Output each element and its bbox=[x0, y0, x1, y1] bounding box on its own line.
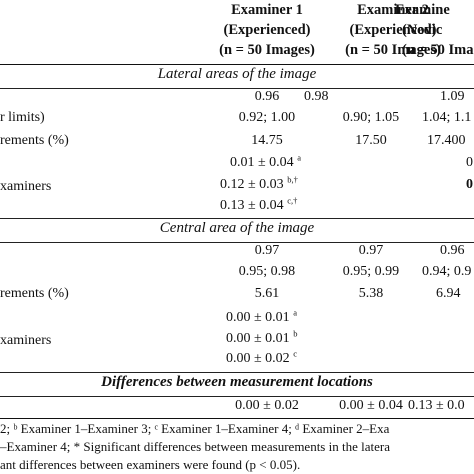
table-cell: 17.50 bbox=[355, 133, 387, 148]
row-label-examiners: xaminers bbox=[0, 179, 52, 194]
row-label-measurements: rements (%) bbox=[0, 286, 69, 301]
pair-cell: 0.13 ± 0.04 c,† bbox=[220, 195, 298, 213]
section-title-central: Central area of the image bbox=[159, 220, 315, 236]
pair-cell: 0.12 ± 0.03 b,† bbox=[220, 174, 298, 192]
table-cell: 0.00 ± 0.04 bbox=[339, 398, 403, 413]
section-rule-central bbox=[0, 242, 474, 243]
table-bottom-rule bbox=[0, 418, 474, 419]
table-cell: 0.00 ± 0.02 bbox=[235, 398, 299, 413]
pair-cell: 0.00 ± 0.01 a bbox=[226, 307, 297, 325]
pair-cell: 0.01 ± 0.04 a bbox=[230, 152, 301, 170]
footnote-line-2: –Examiner 4; * Significant differences b… bbox=[0, 439, 390, 454]
table-cell: 0.96 bbox=[254, 89, 280, 104]
pair-cell: 0.00 ± 0.01 b bbox=[226, 328, 298, 346]
table-cell: 5.61 bbox=[254, 286, 280, 301]
table-cell: 0.94; 0.9 bbox=[422, 264, 472, 279]
section-rule-differences-top bbox=[0, 372, 474, 373]
section-rule-central-top bbox=[0, 218, 474, 219]
table-cell: 0.13 ± 0.0 bbox=[408, 398, 465, 413]
table-cell: 0.96 bbox=[440, 243, 465, 258]
row-label-limits: r limits) bbox=[0, 110, 45, 125]
table-cell: 0.97 bbox=[254, 243, 280, 258]
footnote-line-3: ant differences between examiners were f… bbox=[0, 457, 301, 472]
section-title-differences: Differences between measurement location… bbox=[101, 374, 373, 390]
table-cell: 6.94 bbox=[436, 286, 461, 301]
pair-cell: 0.00 ± 0.02 c bbox=[226, 348, 297, 366]
footnote-line-1: 2; ᵇ Examiner 1–Examiner 3; ᶜ Examiner 1… bbox=[0, 421, 390, 436]
row-label-examiners: xaminers bbox=[0, 333, 52, 348]
table-cell: 1.04; 1.1 bbox=[422, 110, 472, 125]
table-cell: 5.38 bbox=[358, 286, 384, 301]
table-cell: 0.95; 0.99 bbox=[342, 264, 400, 279]
section-rule-lateral bbox=[0, 88, 474, 89]
pair-cell-right: 0 bbox=[466, 155, 473, 170]
header-examiner-1: Examiner 1 (Experienced) (n = 50 Images) bbox=[219, 2, 315, 58]
section-title-lateral: Lateral areas of the image bbox=[157, 66, 317, 82]
table-cell: 1.09 bbox=[440, 89, 465, 104]
header-examiner-3: Examine (Novic (n = 50 Ima bbox=[395, 2, 474, 58]
section-rule-differences bbox=[0, 396, 474, 397]
table-cell: 0.92; 1.00 bbox=[238, 110, 296, 125]
table-cell: 0.95; 0.98 bbox=[238, 264, 296, 279]
header-rule bbox=[0, 64, 474, 65]
pair-cell-right: 0 bbox=[466, 177, 473, 192]
table-cell: 0.90; 1.05 bbox=[342, 110, 400, 125]
table-cell: 17.400 bbox=[427, 133, 466, 148]
row-label-measurements: rements (%) bbox=[0, 133, 69, 148]
header-examiner-2: Examiner 2 (Experienced) (n = 50 Images) bbox=[345, 2, 441, 58]
table-cell: 0.97 bbox=[358, 243, 384, 258]
table-cell: 14.75 bbox=[251, 133, 283, 148]
table-cell: 0.98 bbox=[304, 89, 329, 104]
